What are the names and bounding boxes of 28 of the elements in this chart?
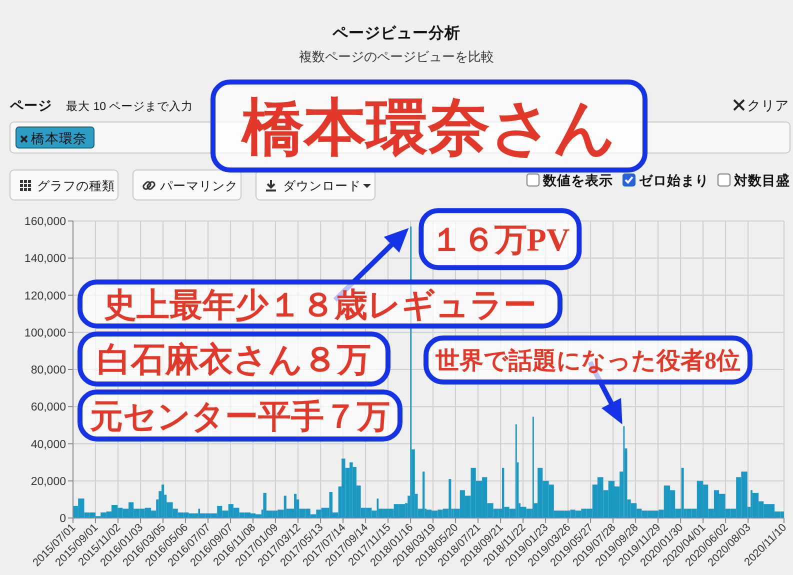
text: 最大 10 ページまで入力 xyxy=(66,99,194,113)
text: グラフの種類 xyxy=(37,179,115,193)
text: 数値を表示 xyxy=(542,173,613,188)
chart-title: ページビュー分析 xyxy=(332,24,460,42)
y-tick-label: 160,000 xyxy=(24,216,66,228)
text: 橋本環奈さん xyxy=(240,94,616,162)
y-tick-label: 60,000 xyxy=(30,402,66,414)
y-tick-label: 20,000 xyxy=(30,476,66,488)
bar xyxy=(342,458,346,518)
chart-subtitle: 複数ページのページビューを比較 xyxy=(299,49,494,64)
text: ゼロ始まり xyxy=(639,173,709,188)
annotation: 白石麻衣さん８万 xyxy=(97,341,371,380)
y-tick-label: 40,000 xyxy=(30,438,66,451)
y-tick-label: 100,000 xyxy=(24,327,66,340)
text: 橋本環奈 xyxy=(31,131,87,146)
text: パーマリンク xyxy=(159,179,238,193)
annotation: １６万PV xyxy=(430,222,570,258)
y-tick-label: 80,000 xyxy=(30,364,66,376)
text: クリア xyxy=(747,98,789,113)
annotation: 史上最年少１８歳レギュラー xyxy=(104,288,536,324)
text: ダウンロード xyxy=(283,179,361,193)
text: 対数目盛 xyxy=(733,172,790,188)
y-tick-label: 0 xyxy=(60,513,66,525)
text: ページ xyxy=(9,98,52,113)
y-tick-label: 120,000 xyxy=(24,290,66,302)
annotation: 世界で話題になった役者8位 xyxy=(434,348,741,375)
annotation: 元センター平手７万 xyxy=(89,398,390,436)
y-tick-label: 140,000 xyxy=(24,253,66,266)
